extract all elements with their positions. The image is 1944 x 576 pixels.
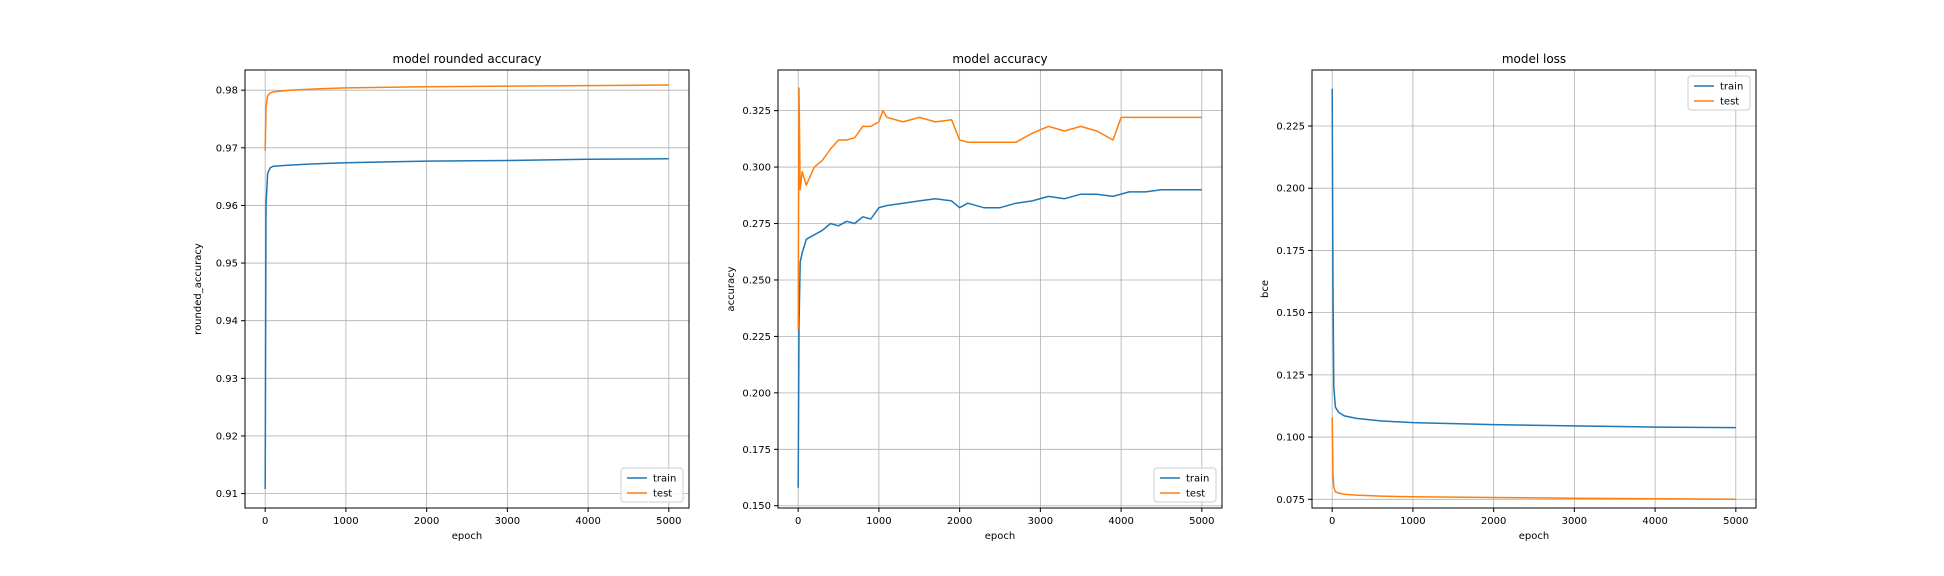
chart-panel-0: 0 1000 2000 3000 4000 5000 0.91 0.92 0.93 0.94 0.9… xyxy=(193,52,690,542)
series-line-test xyxy=(1331,417,1736,501)
axes-frame xyxy=(244,69,690,509)
y-tick-label: 0.200 xyxy=(742,388,771,399)
legend-label-train: train xyxy=(1186,474,1209,485)
x-tick-label: 3000 xyxy=(1028,516,1053,527)
x-tick-label: 3000 xyxy=(1562,516,1587,527)
chart-panel-2: 0 1000 2000 3000 4000 5000 0.075 0.100 0.125 0.15… xyxy=(1260,52,1757,542)
x-tick-label: 5000 xyxy=(656,516,681,527)
y-tick-label: 0.200 xyxy=(1276,184,1305,195)
x-axis-label: epoch xyxy=(452,531,482,542)
y-axis-label: rounded_accuracy xyxy=(193,243,204,335)
y-tick-label: 0.125 xyxy=(1276,370,1305,381)
x-axis-label: epoch xyxy=(985,531,1015,542)
y-tick-label: 0.175 xyxy=(742,445,771,456)
legend-label-train: train xyxy=(653,474,676,485)
legend-label-test: test xyxy=(1186,489,1205,500)
y-tick-label: 0.275 xyxy=(742,219,771,230)
x-tick-label: 5000 xyxy=(1723,516,1748,527)
x-axis-label: epoch xyxy=(1519,531,1549,542)
legend-label-test: test xyxy=(653,489,672,500)
chart-panel-1: 0 1000 2000 3000 4000 5000 0.150 0.175 0.200 0.22… xyxy=(726,52,1223,542)
y-tick-label: 0.225 xyxy=(1276,121,1305,132)
x-tick-label: 0 xyxy=(795,516,801,527)
chart-title: model rounded accuracy xyxy=(393,52,542,66)
y-tick-label: 0.95 xyxy=(216,259,238,270)
legend: train test xyxy=(620,467,684,503)
y-tick-label: 0.100 xyxy=(1276,433,1305,444)
x-tick-label: 4000 xyxy=(1642,516,1667,527)
y-tick-label: 0.225 xyxy=(742,332,771,343)
legend: train test xyxy=(1153,467,1217,503)
series-line-train xyxy=(1331,88,1736,429)
y-tick-label: 0.91 xyxy=(216,489,238,500)
y-tick-label: 0.96 xyxy=(216,201,238,212)
y-tick-label: 0.94 xyxy=(216,316,238,327)
y-tick-label: 0.325 xyxy=(742,106,771,117)
y-tick-label: 0.150 xyxy=(1276,308,1305,319)
y-tick-label: 0.250 xyxy=(742,275,771,286)
x-tick-label: 0 xyxy=(1329,516,1335,527)
chart-title: model loss xyxy=(1502,52,1566,66)
x-tick-label: 1000 xyxy=(866,516,891,527)
x-tick-label: 1000 xyxy=(1400,516,1425,527)
y-tick-label: 0.92 xyxy=(216,431,238,442)
legend-label-train: train xyxy=(1720,82,1743,93)
series-line-train xyxy=(264,158,669,490)
y-tick-label: 0.075 xyxy=(1276,495,1305,506)
chart-title: model accuracy xyxy=(952,52,1047,66)
series-line-test xyxy=(797,87,1202,330)
x-tick-label: 0 xyxy=(262,516,268,527)
x-tick-label: 1000 xyxy=(333,516,358,527)
x-tick-label: 4000 xyxy=(1108,516,1133,527)
axes-frame xyxy=(777,69,1223,509)
series-line-train xyxy=(797,188,1202,488)
y-tick-label: 0.175 xyxy=(1276,246,1305,257)
legend-label-test: test xyxy=(1720,97,1739,108)
x-tick-label: 2000 xyxy=(947,516,972,527)
x-tick-label: 3000 xyxy=(495,516,520,527)
x-tick-label: 4000 xyxy=(575,516,600,527)
axes-frame xyxy=(1311,69,1757,509)
series-line-test xyxy=(264,84,669,151)
legend: train test xyxy=(1687,75,1751,111)
x-tick-label: 2000 xyxy=(1481,516,1506,527)
y-axis-label: accuracy xyxy=(726,266,737,311)
y-tick-label: 0.93 xyxy=(216,374,238,385)
y-tick-label: 0.97 xyxy=(216,143,238,154)
x-tick-label: 2000 xyxy=(414,516,439,527)
x-tick-label: 5000 xyxy=(1189,516,1214,527)
y-tick-label: 0.150 xyxy=(742,501,771,512)
y-tick-label: 0.98 xyxy=(216,86,238,97)
y-axis-label: bce xyxy=(1260,280,1271,298)
y-tick-label: 0.300 xyxy=(742,163,771,174)
